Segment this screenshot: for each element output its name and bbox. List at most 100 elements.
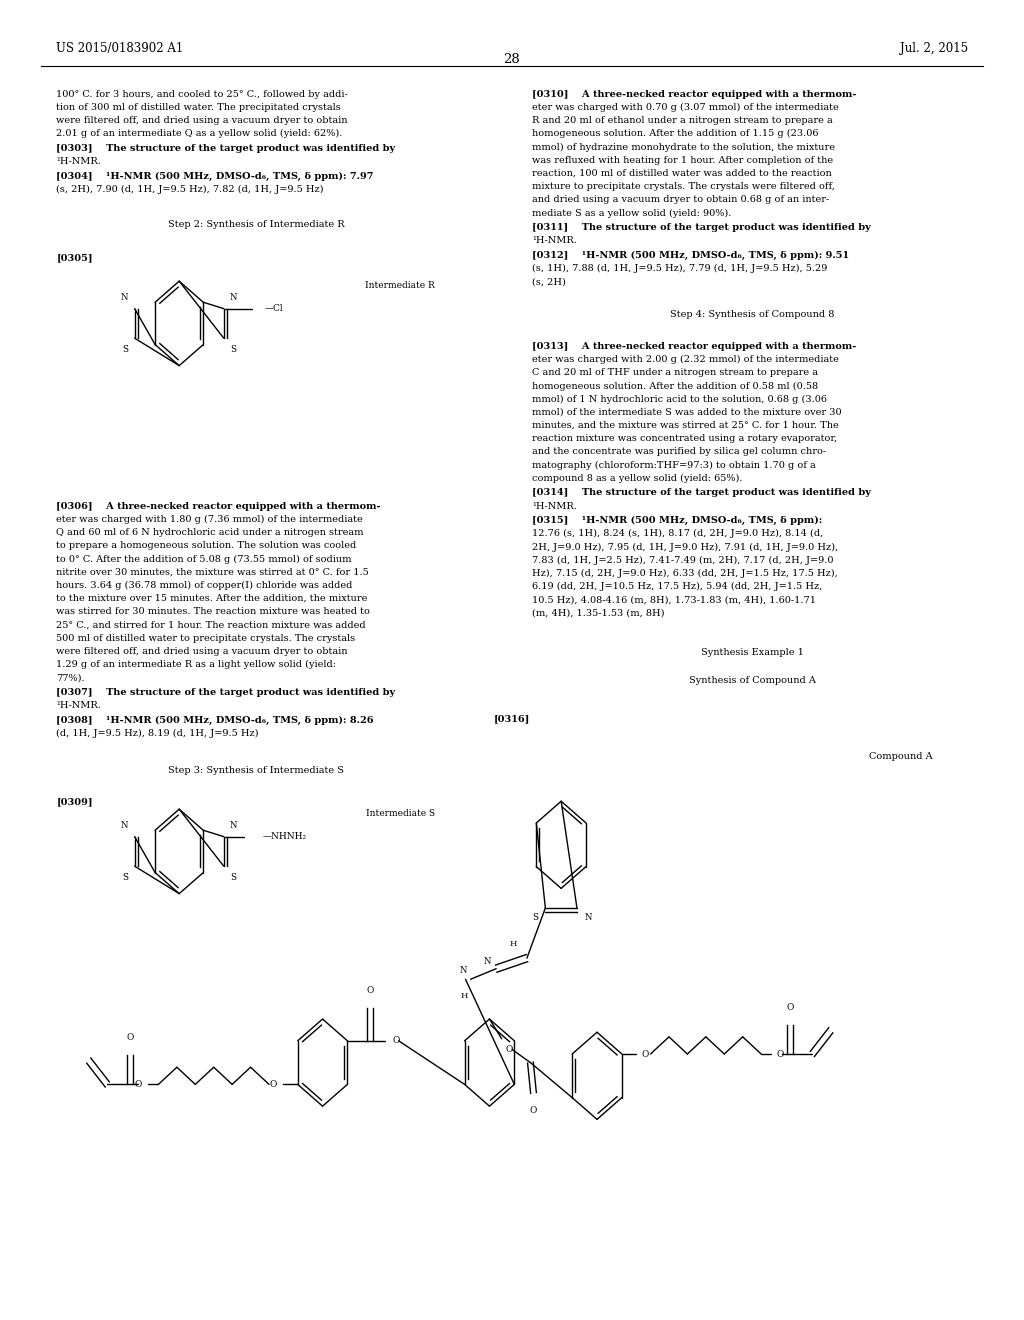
Text: eter was charged with 2.00 g (2.32 mmol) of the intermediate: eter was charged with 2.00 g (2.32 mmol)… xyxy=(532,355,840,364)
Text: minutes, and the mixture was stirred at 25° C. for 1 hour. The: minutes, and the mixture was stirred at … xyxy=(532,421,840,430)
Text: S: S xyxy=(532,913,539,923)
Text: mmol) of 1 N hydrochloric acid to the solution, 0.68 g (3.06: mmol) of 1 N hydrochloric acid to the so… xyxy=(532,395,827,404)
Text: [0306]    A three-necked reactor equipped with a thermom-: [0306] A three-necked reactor equipped w… xyxy=(56,502,381,511)
Text: O: O xyxy=(135,1080,142,1089)
Text: homogeneous solution. After the addition of 1.15 g (23.06: homogeneous solution. After the addition… xyxy=(532,129,819,139)
Text: N: N xyxy=(121,821,128,830)
Text: H: H xyxy=(509,940,517,948)
Text: and dried using a vacuum dryer to obtain 0.68 g of an inter-: and dried using a vacuum dryer to obtain… xyxy=(532,195,829,205)
Text: O: O xyxy=(367,986,374,995)
Text: Q and 60 ml of 6 N hydrochloric acid under a nitrogen stream: Q and 60 ml of 6 N hydrochloric acid und… xyxy=(56,528,364,537)
Text: 25° C., and stirred for 1 hour. The reaction mixture was added: 25° C., and stirred for 1 hour. The reac… xyxy=(56,620,366,630)
Text: ¹H-NMR.: ¹H-NMR. xyxy=(532,236,578,246)
Text: [0304]    ¹H-NMR (500 MHz, DMSO-d₆, TMS, δ ppm): 7.97: [0304] ¹H-NMR (500 MHz, DMSO-d₆, TMS, δ … xyxy=(56,172,374,181)
Text: O: O xyxy=(126,1034,133,1043)
Text: Intermediate R: Intermediate R xyxy=(366,281,435,290)
Text: N: N xyxy=(121,293,128,302)
Text: O: O xyxy=(506,1045,513,1055)
Text: N: N xyxy=(230,293,238,302)
Text: [0315]    ¹H-NMR (500 MHz, DMSO-d₆, TMS, δ ppm):: [0315] ¹H-NMR (500 MHz, DMSO-d₆, TMS, δ … xyxy=(532,516,822,525)
Text: 500 ml of distilled water to precipitate crystals. The crystals: 500 ml of distilled water to precipitate… xyxy=(56,634,355,643)
Text: Synthesis of Compound A: Synthesis of Compound A xyxy=(689,676,816,685)
Text: (s, 1H), 7.88 (d, 1H, J=9.5 Hz), 7.79 (d, 1H, J=9.5 Hz), 5.29: (s, 1H), 7.88 (d, 1H, J=9.5 Hz), 7.79 (d… xyxy=(532,264,827,273)
Text: (m, 4H), 1.35-1.53 (m, 8H): (m, 4H), 1.35-1.53 (m, 8H) xyxy=(532,609,665,618)
Text: matography (chloroform:THF=97:3) to obtain 1.70 g of a: matography (chloroform:THF=97:3) to obta… xyxy=(532,461,816,470)
Text: O: O xyxy=(392,1036,399,1045)
Text: eter was charged with 1.80 g (7.36 mmol) of the intermediate: eter was charged with 1.80 g (7.36 mmol)… xyxy=(56,515,364,524)
Text: ¹H-NMR.: ¹H-NMR. xyxy=(56,157,101,166)
Text: C and 20 ml of THF under a nitrogen stream to prepare a: C and 20 ml of THF under a nitrogen stre… xyxy=(532,368,818,378)
Text: N: N xyxy=(230,821,238,830)
Text: mmol) of hydrazine monohydrate to the solution, the mixture: mmol) of hydrazine monohydrate to the so… xyxy=(532,143,836,152)
Text: and the concentrate was purified by silica gel column chro-: and the concentrate was purified by sili… xyxy=(532,447,826,457)
Text: —NHNH₂: —NHNH₂ xyxy=(263,832,307,841)
Text: compound 8 as a yellow solid (yield: 65%).: compound 8 as a yellow solid (yield: 65%… xyxy=(532,474,743,483)
Text: hours. 3.64 g (36.78 mmol) of copper(I) chloride was added: hours. 3.64 g (36.78 mmol) of copper(I) … xyxy=(56,581,352,590)
Text: 2.01 g of an intermediate Q as a yellow solid (yield: 62%).: 2.01 g of an intermediate Q as a yellow … xyxy=(56,129,343,139)
Text: nitrite over 30 minutes, the mixture was stirred at 0° C. for 1.5: nitrite over 30 minutes, the mixture was… xyxy=(56,568,369,577)
Text: 77%).: 77%). xyxy=(56,673,85,682)
Text: were filtered off, and dried using a vacuum dryer to obtain: were filtered off, and dried using a vac… xyxy=(56,647,348,656)
Text: Hz), 7.15 (d, 2H, J=9.0 Hz), 6.33 (dd, 2H, J=1.5 Hz, 17.5 Hz),: Hz), 7.15 (d, 2H, J=9.0 Hz), 6.33 (dd, 2… xyxy=(532,569,839,578)
Text: [0307]    The structure of the target product was identified by: [0307] The structure of the target produ… xyxy=(56,688,395,697)
Text: [0305]: [0305] xyxy=(56,253,93,263)
Text: was stirred for 30 minutes. The reaction mixture was heated to: was stirred for 30 minutes. The reaction… xyxy=(56,607,371,616)
Text: [0310]    A three-necked reactor equipped with a thermom-: [0310] A three-necked reactor equipped w… xyxy=(532,90,857,99)
Text: US 2015/0183902 A1: US 2015/0183902 A1 xyxy=(56,42,183,55)
Text: 100° C. for 3 hours, and cooled to 25° C., followed by addi-: 100° C. for 3 hours, and cooled to 25° C… xyxy=(56,90,348,99)
Text: [0309]: [0309] xyxy=(56,797,93,807)
Text: [0313]    A three-necked reactor equipped with a thermom-: [0313] A three-necked reactor equipped w… xyxy=(532,342,857,351)
Text: S: S xyxy=(123,345,128,354)
Text: to the mixture over 15 minutes. After the addition, the mixture: to the mixture over 15 minutes. After th… xyxy=(56,594,368,603)
Text: Step 4: Synthesis of Compound 8: Step 4: Synthesis of Compound 8 xyxy=(671,310,835,319)
Text: (s, 2H), 7.90 (d, 1H, J=9.5 Hz), 7.82 (d, 1H, J=9.5 Hz): (s, 2H), 7.90 (d, 1H, J=9.5 Hz), 7.82 (d… xyxy=(56,185,324,194)
Text: 28: 28 xyxy=(504,53,520,66)
Text: O: O xyxy=(641,1049,648,1059)
Text: O: O xyxy=(270,1080,278,1089)
Text: [0314]    The structure of the target product was identified by: [0314] The structure of the target produ… xyxy=(532,488,871,498)
Text: 12.76 (s, 1H), 8.24 (s, 1H), 8.17 (d, 2H, J=9.0 Hz), 8.14 (d,: 12.76 (s, 1H), 8.24 (s, 1H), 8.17 (d, 2H… xyxy=(532,529,823,539)
Text: to prepare a homogeneous solution. The solution was cooled: to prepare a homogeneous solution. The s… xyxy=(56,541,356,550)
Text: N: N xyxy=(460,966,468,975)
Text: N: N xyxy=(483,957,492,966)
Text: 1.29 g of an intermediate R as a light yellow solid (yield:: 1.29 g of an intermediate R as a light y… xyxy=(56,660,336,669)
Text: 10.5 Hz), 4.08-4.16 (m, 8H), 1.73-1.83 (m, 4H), 1.60-1.71: 10.5 Hz), 4.08-4.16 (m, 8H), 1.73-1.83 (… xyxy=(532,595,816,605)
Text: reaction mixture was concentrated using a rotary evaporator,: reaction mixture was concentrated using … xyxy=(532,434,838,444)
Text: [0308]    ¹H-NMR (500 MHz, DMSO-d₆, TMS, δ ppm): 8.26: [0308] ¹H-NMR (500 MHz, DMSO-d₆, TMS, δ … xyxy=(56,715,374,725)
Text: Compound A: Compound A xyxy=(869,752,933,762)
Text: S: S xyxy=(123,873,128,882)
Text: S: S xyxy=(230,345,236,354)
Text: were filtered off, and dried using a vacuum dryer to obtain: were filtered off, and dried using a vac… xyxy=(56,116,348,125)
Text: [0311]    The structure of the target product was identified by: [0311] The structure of the target produ… xyxy=(532,223,871,232)
Text: Intermediate S: Intermediate S xyxy=(366,809,435,818)
Text: homogeneous solution. After the addition of 0.58 ml (0.58: homogeneous solution. After the addition… xyxy=(532,381,818,391)
Text: Jul. 2, 2015: Jul. 2, 2015 xyxy=(899,42,968,55)
Text: (d, 1H, J=9.5 Hz), 8.19 (d, 1H, J=9.5 Hz): (d, 1H, J=9.5 Hz), 8.19 (d, 1H, J=9.5 Hz… xyxy=(56,729,259,738)
Text: Step 2: Synthesis of Intermediate R: Step 2: Synthesis of Intermediate R xyxy=(168,220,344,230)
Text: 6.19 (dd, 2H, J=10.5 Hz, 17.5 Hz), 5.94 (dd, 2H, J=1.5 Hz,: 6.19 (dd, 2H, J=10.5 Hz, 17.5 Hz), 5.94 … xyxy=(532,582,822,591)
Text: Step 3: Synthesis of Intermediate S: Step 3: Synthesis of Intermediate S xyxy=(168,766,344,775)
Text: 2H, J=9.0 Hz), 7.95 (d, 1H, J=9.0 Hz), 7.91 (d, 1H, J=9.0 Hz),: 2H, J=9.0 Hz), 7.95 (d, 1H, J=9.0 Hz), 7… xyxy=(532,543,839,552)
Text: to 0° C. After the addition of 5.08 g (73.55 mmol) of sodium: to 0° C. After the addition of 5.08 g (7… xyxy=(56,554,352,564)
Text: S: S xyxy=(230,873,236,882)
Text: mediate S as a yellow solid (yield: 90%).: mediate S as a yellow solid (yield: 90%)… xyxy=(532,209,732,218)
Text: ¹H-NMR.: ¹H-NMR. xyxy=(56,701,101,710)
Text: ¹H-NMR.: ¹H-NMR. xyxy=(532,502,578,511)
Text: —Cl: —Cl xyxy=(265,304,284,313)
Text: [0303]    The structure of the target product was identified by: [0303] The structure of the target produ… xyxy=(56,144,395,153)
Text: [0312]    ¹H-NMR (500 MHz, DMSO-d₆, TMS, δ ppm): 9.51: [0312] ¹H-NMR (500 MHz, DMSO-d₆, TMS, δ … xyxy=(532,251,850,260)
Text: mmol) of the intermediate S was added to the mixture over 30: mmol) of the intermediate S was added to… xyxy=(532,408,842,417)
Text: N: N xyxy=(584,913,592,923)
Text: was refluxed with heating for 1 hour. After completion of the: was refluxed with heating for 1 hour. Af… xyxy=(532,156,834,165)
Text: (s, 2H): (s, 2H) xyxy=(532,277,566,286)
Text: O: O xyxy=(529,1106,538,1115)
Text: 7.83 (d, 1H, J=2.5 Hz), 7.41-7.49 (m, 2H), 7.17 (d, 2H, J=9.0: 7.83 (d, 1H, J=2.5 Hz), 7.41-7.49 (m, 2H… xyxy=(532,556,834,565)
Text: [0316]: [0316] xyxy=(494,714,530,723)
Text: O: O xyxy=(786,1003,794,1011)
Text: eter was charged with 0.70 g (3.07 mmol) of the intermediate: eter was charged with 0.70 g (3.07 mmol)… xyxy=(532,103,840,112)
Text: Synthesis Example 1: Synthesis Example 1 xyxy=(701,648,804,657)
Text: tion of 300 ml of distilled water. The precipitated crystals: tion of 300 ml of distilled water. The p… xyxy=(56,103,341,112)
Text: mixture to precipitate crystals. The crystals were filtered off,: mixture to precipitate crystals. The cry… xyxy=(532,182,836,191)
Text: R and 20 ml of ethanol under a nitrogen stream to prepare a: R and 20 ml of ethanol under a nitrogen … xyxy=(532,116,834,125)
Text: reaction, 100 ml of distilled water was added to the reaction: reaction, 100 ml of distilled water was … xyxy=(532,169,833,178)
